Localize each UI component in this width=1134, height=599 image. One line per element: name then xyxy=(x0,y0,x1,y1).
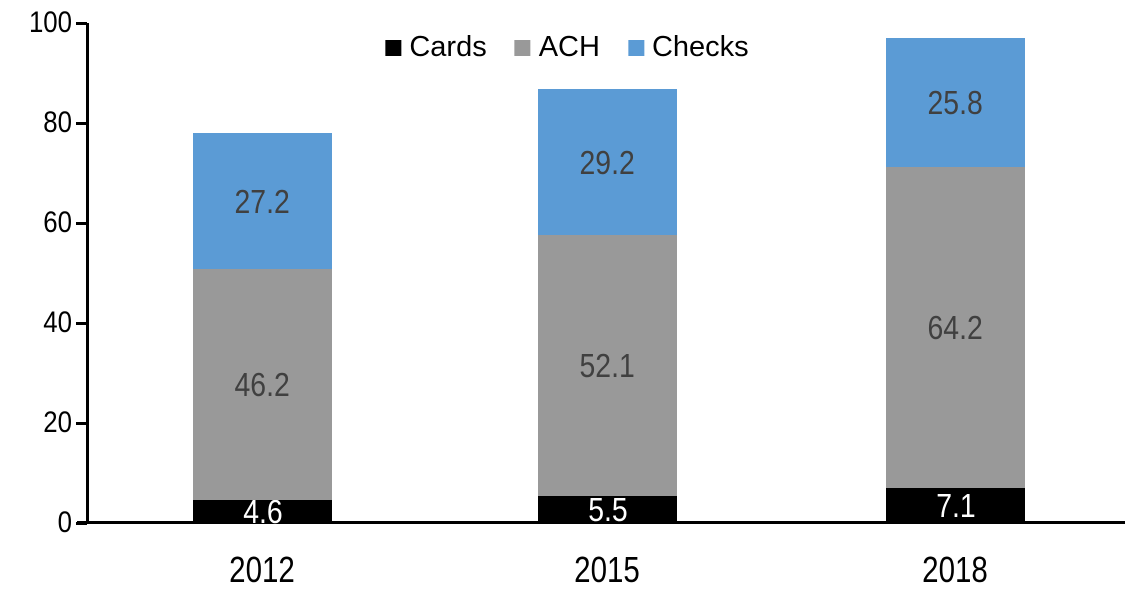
y-axis-tick-label: 0 xyxy=(57,506,72,539)
legend-label-checks: Checks xyxy=(651,31,749,63)
y-axis-tick xyxy=(76,322,87,325)
bar-value-label: 7.1 xyxy=(935,486,976,524)
bar-segment-ach-2012: 46.2 xyxy=(193,269,332,500)
bar-segment-checks-2018: 25.8 xyxy=(886,37,1025,167)
y-axis-tick-label: 60 xyxy=(43,206,72,239)
bar-value-label: 52.1 xyxy=(579,346,636,384)
bar-segment-ach-2018: 64.2 xyxy=(886,166,1025,488)
y-axis-tick xyxy=(76,422,87,425)
legend-item-checks: Checks xyxy=(627,31,749,63)
x-axis-category-label: 2012 xyxy=(229,549,295,590)
x-axis-category-label: 2018 xyxy=(922,549,988,590)
legend-item-cards: Cards xyxy=(385,31,487,63)
bar-value-label: 27.2 xyxy=(234,182,291,220)
bar-segment-cards-2012: 4.6 xyxy=(193,495,332,528)
bar-value-label: 5.5 xyxy=(587,490,628,528)
bar-value-label: 25.8 xyxy=(927,83,984,121)
y-axis-tick xyxy=(76,22,87,25)
y-axis-tick-label: 40 xyxy=(43,306,72,339)
legend: Cards ACH Checks xyxy=(385,31,749,63)
bar-value-label: 46.2 xyxy=(234,366,291,403)
bar-segment-cards-2018: 7.1 xyxy=(886,486,1025,524)
y-axis-tick xyxy=(76,522,87,525)
bar-segment-checks-2012: 27.2 xyxy=(193,133,332,269)
y-axis-tick xyxy=(76,222,87,225)
bar-segment-cards-2015: 5.5 xyxy=(538,490,677,528)
legend-item-ach: ACH xyxy=(514,31,600,63)
legend-label-ach: ACH xyxy=(538,31,600,63)
legend-swatch-checks-icon xyxy=(627,39,644,56)
bar-segment-ach-2015: 52.1 xyxy=(538,235,677,496)
x-axis-category-label: 2015 xyxy=(574,549,640,590)
y-axis-line xyxy=(86,23,89,524)
bar-value-label: 4.6 xyxy=(242,493,283,530)
y-axis-tick xyxy=(76,122,87,125)
y-axis-tick-label: 100 xyxy=(28,6,72,39)
legend-label-cards: Cards xyxy=(409,31,487,63)
legend-swatch-ach-icon xyxy=(514,39,531,56)
bar-value-label: 29.2 xyxy=(579,143,636,181)
bar-segment-checks-2015: 29.2 xyxy=(538,89,677,235)
bar-value-label: 64.2 xyxy=(927,308,984,346)
y-axis-tick-label: 80 xyxy=(43,106,72,139)
legend-swatch-cards-icon xyxy=(385,39,402,56)
y-axis-tick-label: 20 xyxy=(43,406,72,439)
